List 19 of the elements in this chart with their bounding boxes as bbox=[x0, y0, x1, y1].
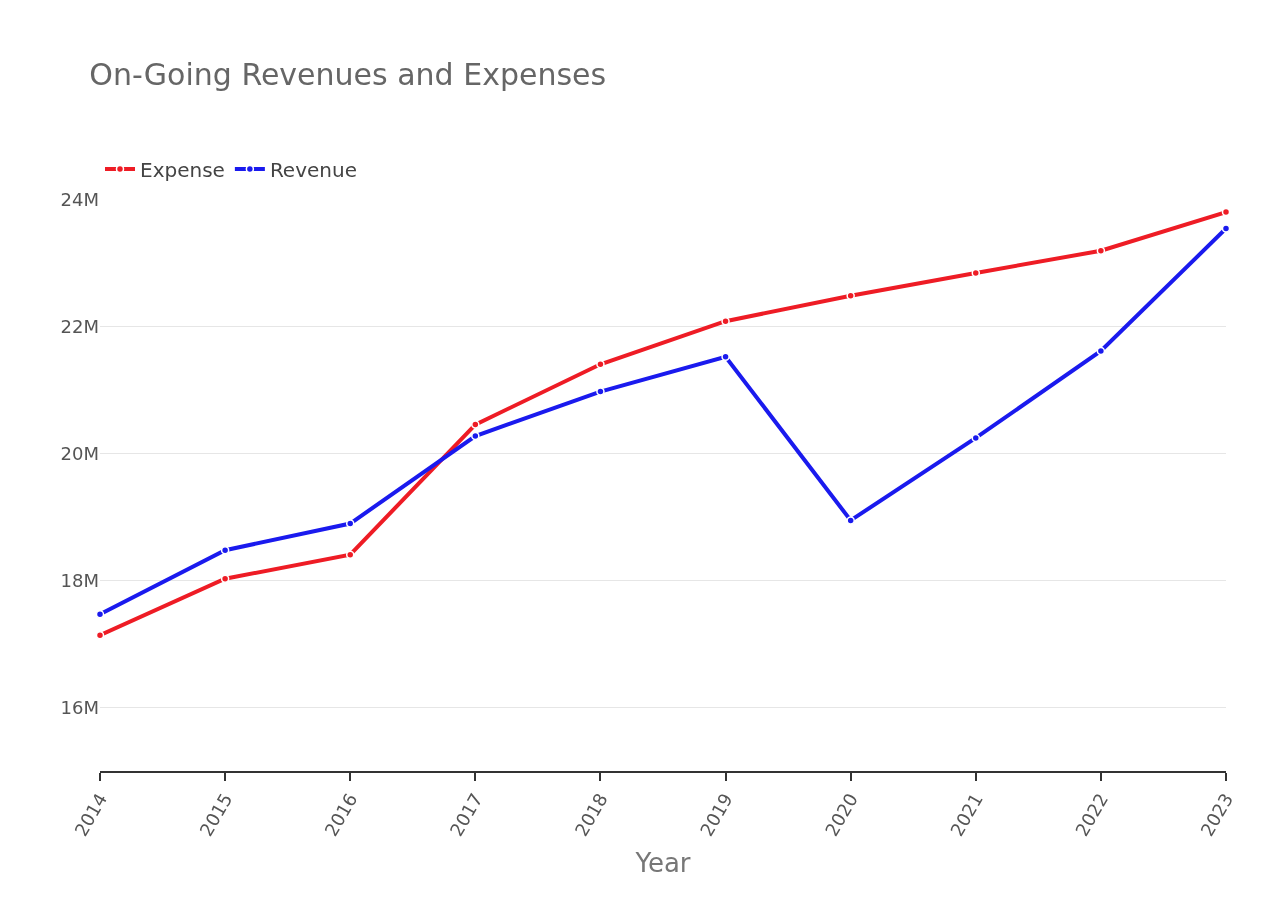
point bbox=[345, 519, 355, 528]
y-tick-label: 20M bbox=[60, 443, 99, 465]
point bbox=[95, 610, 105, 619]
point bbox=[471, 420, 480, 429]
point bbox=[596, 360, 605, 369]
legend-label: Expense bbox=[140, 157, 225, 182]
point bbox=[345, 550, 355, 559]
legend-label: Revenue bbox=[269, 157, 357, 182]
y-tick-label: 16M bbox=[60, 696, 99, 718]
point bbox=[596, 387, 605, 396]
y-tick-label: 24M bbox=[60, 189, 99, 211]
y-tick-label: 22M bbox=[60, 316, 99, 338]
x-axis-title: Year bbox=[634, 847, 691, 878]
point bbox=[846, 516, 855, 525]
y-tick-label: 18M bbox=[60, 569, 99, 591]
point bbox=[971, 433, 981, 443]
point bbox=[1221, 224, 1231, 233]
chart-title: On-Going Revenues and Expenses bbox=[89, 57, 607, 93]
point bbox=[1096, 346, 1106, 356]
